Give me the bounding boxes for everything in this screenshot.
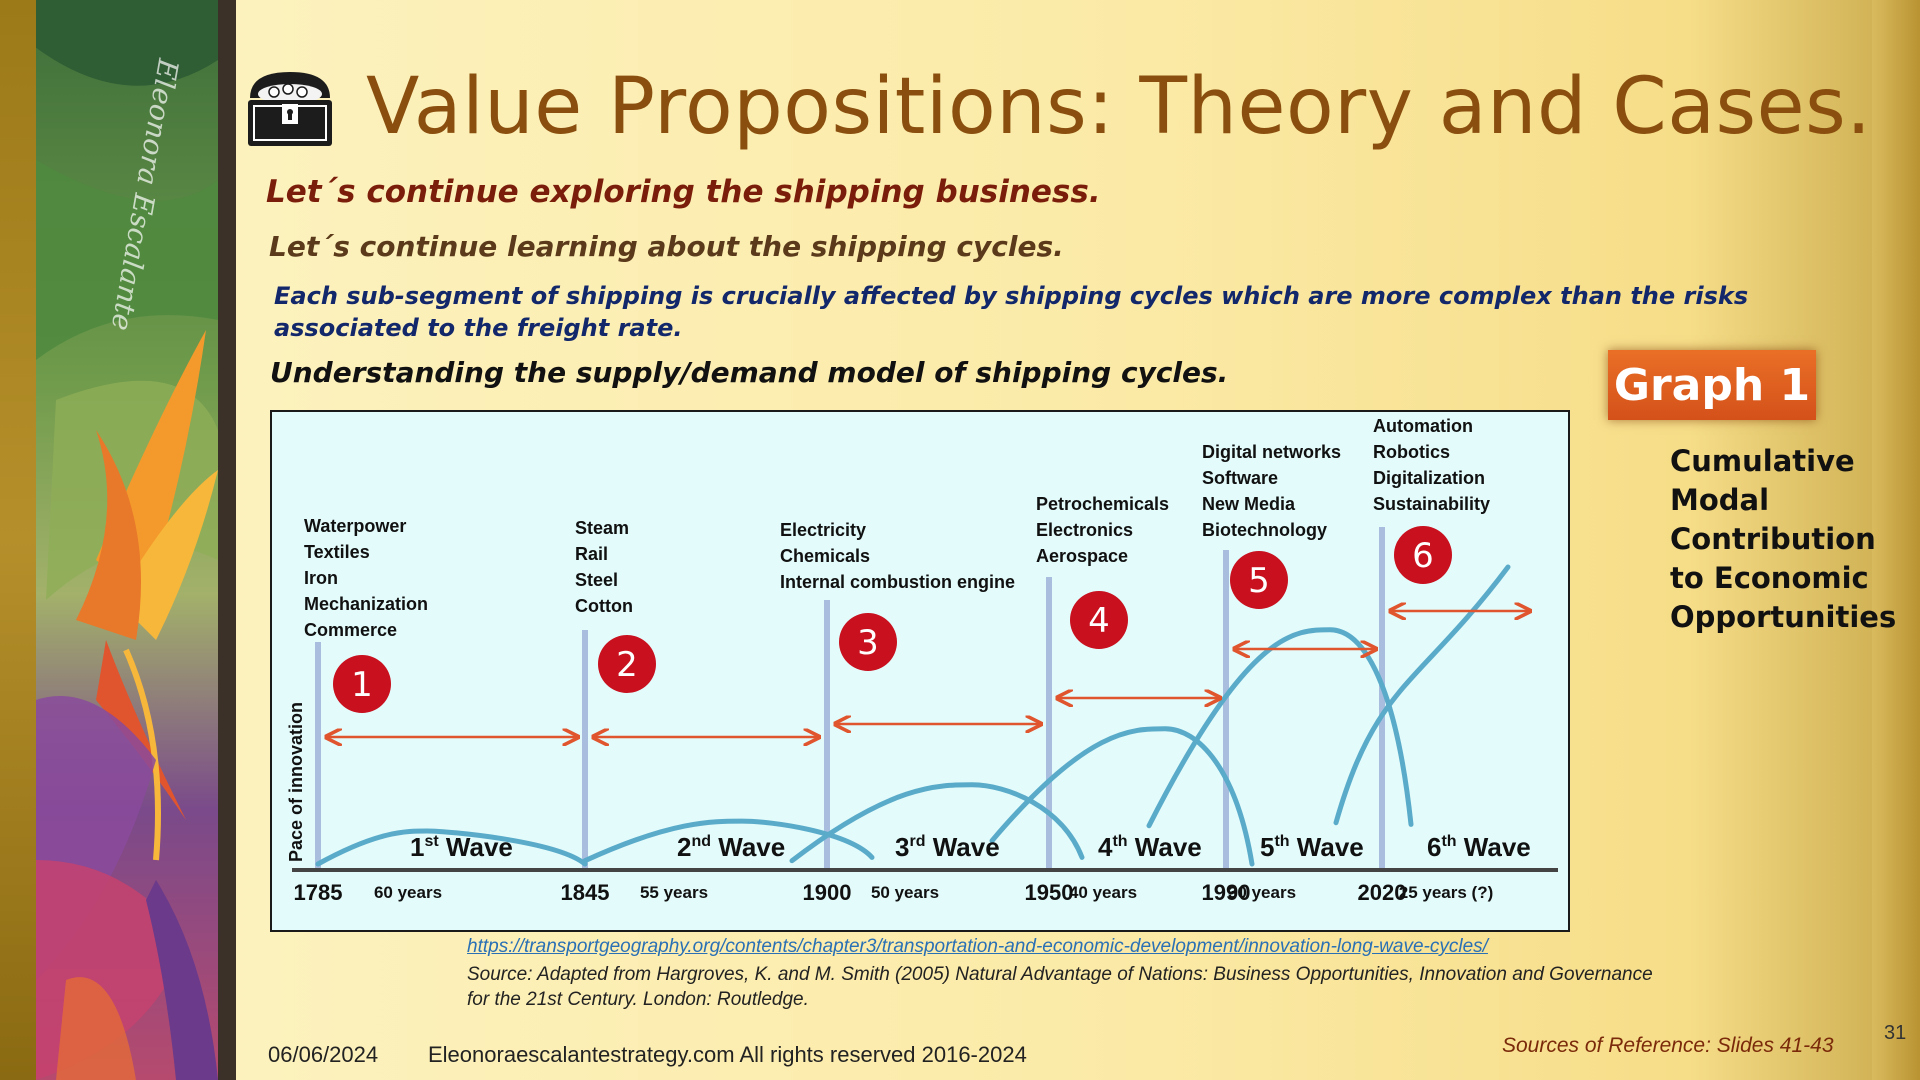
wave-number-circle-5: [1230, 551, 1288, 609]
wave-3-item: Chemicals: [780, 546, 870, 566]
wave-4-item: Aerospace: [1036, 546, 1128, 566]
page-title: Value Propositions: Theory and Cases.: [366, 62, 1872, 152]
wave-label-1: 1st Wave: [410, 832, 513, 862]
wave-duration-2: 55 years: [640, 883, 708, 902]
wave-curve-4: [989, 726, 1255, 867]
treasure-chest-icon: [248, 72, 332, 146]
wave-3-item: Internal combustion engine: [780, 572, 1015, 592]
footer-copyright: Eleonoraescalantestrategy.com All rights…: [428, 1042, 1027, 1067]
wave-5-item: Biotechnology: [1202, 520, 1327, 540]
wave-number-circle-2: [598, 635, 656, 693]
wave-6-item: Sustainability: [1373, 494, 1490, 514]
wave-curve-1: [315, 828, 588, 867]
wave-label-5: 5th Wave: [1260, 832, 1364, 862]
wave-6-item: Robotics: [1373, 442, 1450, 462]
y-axis-label: Pace of innovation: [286, 702, 306, 862]
wave-6-item: Digitalization: [1373, 468, 1485, 488]
wave-3-item: Electricity: [780, 520, 866, 540]
wave-curve-3: [789, 782, 1085, 864]
wave-curve-6: [1333, 564, 1511, 826]
wave-4-item: Petrochemicals: [1036, 494, 1169, 514]
footer-date: 06/06/2024: [268, 1042, 379, 1067]
wave-number-circle-1: [333, 655, 391, 713]
wave-1-item: Iron: [304, 568, 338, 588]
wave-label-3: 3rd Wave: [895, 832, 1000, 862]
wave-duration-3: 50 years: [871, 883, 939, 902]
year-label-1900: 1900: [803, 880, 852, 905]
wave-number-5: 5: [1248, 561, 1270, 601]
year-label-2020: 2020: [1358, 880, 1407, 905]
wave-1-item: Mechanization: [304, 594, 428, 614]
innovation-waves-svg: 1 2 3 4 5 6 Waterpower Textiles Iron Mechanizati…: [286, 416, 1558, 905]
wave-number-2: 2: [616, 645, 638, 685]
wave-label-6: 6th Wave: [1427, 832, 1531, 862]
year-label-1785: 1785: [294, 880, 343, 905]
wave-number-4: 4: [1088, 601, 1110, 641]
wave-curve-2: [582, 818, 875, 864]
wave-1-item: Waterpower: [304, 516, 406, 536]
wave-2-item: Steel: [575, 570, 618, 590]
wave-number-circle-3: [839, 613, 897, 671]
artwork-divider: [218, 0, 236, 1080]
wave-curve-5: [1146, 627, 1414, 829]
wave-number-1: 1: [351, 665, 373, 705]
wave-number-circle-6: [1394, 526, 1452, 584]
year-label-1845: 1845: [561, 880, 610, 905]
right-gold-bar: [1872, 0, 1920, 1080]
graph-caption: Cumulative Modal Contribution to Economi…: [1670, 444, 1897, 634]
source-citation: Source: Adapted from Hargroves, K. and M…: [467, 964, 1653, 1010]
innovation-waves-chart: 1 2 3 4 5 6 Waterpower Textiles Iron Mechanizati…: [270, 410, 1570, 932]
wave-duration-1: 60 years: [374, 883, 442, 902]
source-link[interactable]: https://transportgeography.org/contents/…: [467, 936, 1488, 957]
wave-2-item: Cotton: [575, 596, 633, 616]
wave-number-circle-4: [1070, 591, 1128, 649]
wave-6-item: Automation: [1373, 416, 1473, 436]
title-row: Value Propositions: Theory and Cases.: [244, 52, 1872, 162]
wave-5-item: Software: [1202, 468, 1278, 488]
wave-duration-5: 30 years: [1228, 883, 1296, 902]
floral-artwork: Eleonora Escalante: [36, 0, 218, 1080]
left-gold-bar: [0, 0, 36, 1080]
heading-sub-segment: Each sub-segment of shipping is cruciall…: [274, 282, 1749, 342]
wave-5-item: New Media: [1202, 494, 1296, 514]
wave-5-item: Digital networks: [1202, 442, 1341, 462]
wave-duration-4: 40 years: [1069, 883, 1137, 902]
wave-number-6: 6: [1412, 536, 1434, 576]
wave-2-item: Rail: [575, 544, 608, 564]
references-note: Sources of Reference: Slides 41-43: [1502, 1034, 1834, 1057]
heading-exploring: Let´s continue exploring the shipping bu…: [266, 174, 1101, 210]
wave-label-2: 2nd Wave: [677, 832, 785, 862]
wave-4-item: Electronics: [1036, 520, 1133, 540]
year-label-1990: 1990: [1202, 880, 1251, 905]
wave-label-4: 4th Wave: [1098, 832, 1202, 862]
wave-2-item: Steam: [575, 518, 629, 538]
graph-badge: Graph 1: [1608, 350, 1816, 420]
wave-1-item: Commerce: [304, 620, 397, 640]
heading-supply-demand: Understanding the supply/demand model of…: [270, 356, 1229, 389]
year-label-1950: 1950: [1025, 880, 1074, 905]
wave-1-item: Textiles: [304, 542, 370, 562]
wave-duration-6: 25 years (?): [1399, 883, 1494, 902]
heading-learning: Let´s continue learning about the shippi…: [269, 230, 1064, 263]
page-number: 31: [1884, 1022, 1907, 1044]
wave-number-3: 3: [857, 623, 879, 663]
